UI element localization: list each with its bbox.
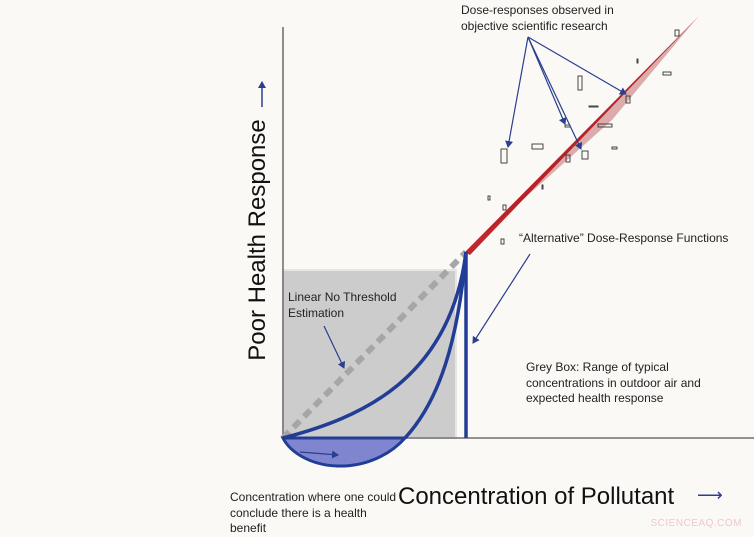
data-point xyxy=(588,105,599,108)
data-point xyxy=(565,154,571,163)
data-point xyxy=(611,146,618,150)
data-point xyxy=(500,148,508,164)
lnt-dashed-line xyxy=(280,249,469,441)
grey-box-label: Grey Box: Range of typical concentration… xyxy=(526,360,701,406)
x-axis-arrow: ⟶ xyxy=(697,485,723,505)
observed-research-wedge xyxy=(465,15,700,255)
alternative-functions-label: “Alternative” Dose-Response Functions xyxy=(519,231,729,245)
alternative-pointer-arrow xyxy=(472,253,531,344)
benefit-pointer-arrow xyxy=(299,450,339,459)
alternative-curve-lower xyxy=(403,251,468,440)
data-point xyxy=(581,150,589,160)
data-point xyxy=(674,29,680,37)
data-point xyxy=(487,195,491,201)
observed-research-label: Dose-responses observed in objective sci… xyxy=(461,3,614,33)
data-point xyxy=(500,238,505,245)
health-benefit-label: Concentration where one could conclude t… xyxy=(230,490,397,536)
data-point xyxy=(577,75,583,91)
observed-research-wedge-shade xyxy=(480,18,697,238)
watermark: SCIENCEAQ.COM xyxy=(650,518,742,529)
data-point xyxy=(662,71,672,76)
data-point xyxy=(597,123,613,128)
lnt-estimation-label: Linear No Threshold Estimation xyxy=(288,290,397,320)
data-point xyxy=(541,184,544,190)
data-point xyxy=(636,58,639,64)
x-axis-label: Concentration of Pollutant xyxy=(398,483,675,510)
lnt-pointer-arrow xyxy=(323,325,346,369)
observed-pointer-arrows xyxy=(505,36,627,150)
data-point xyxy=(502,204,507,211)
y-axis-label: Poor Health Response xyxy=(244,119,271,361)
data-point xyxy=(531,143,544,150)
health-benefit-region xyxy=(280,436,409,468)
alternative-curve-upper xyxy=(282,251,468,440)
data-point xyxy=(625,95,631,104)
